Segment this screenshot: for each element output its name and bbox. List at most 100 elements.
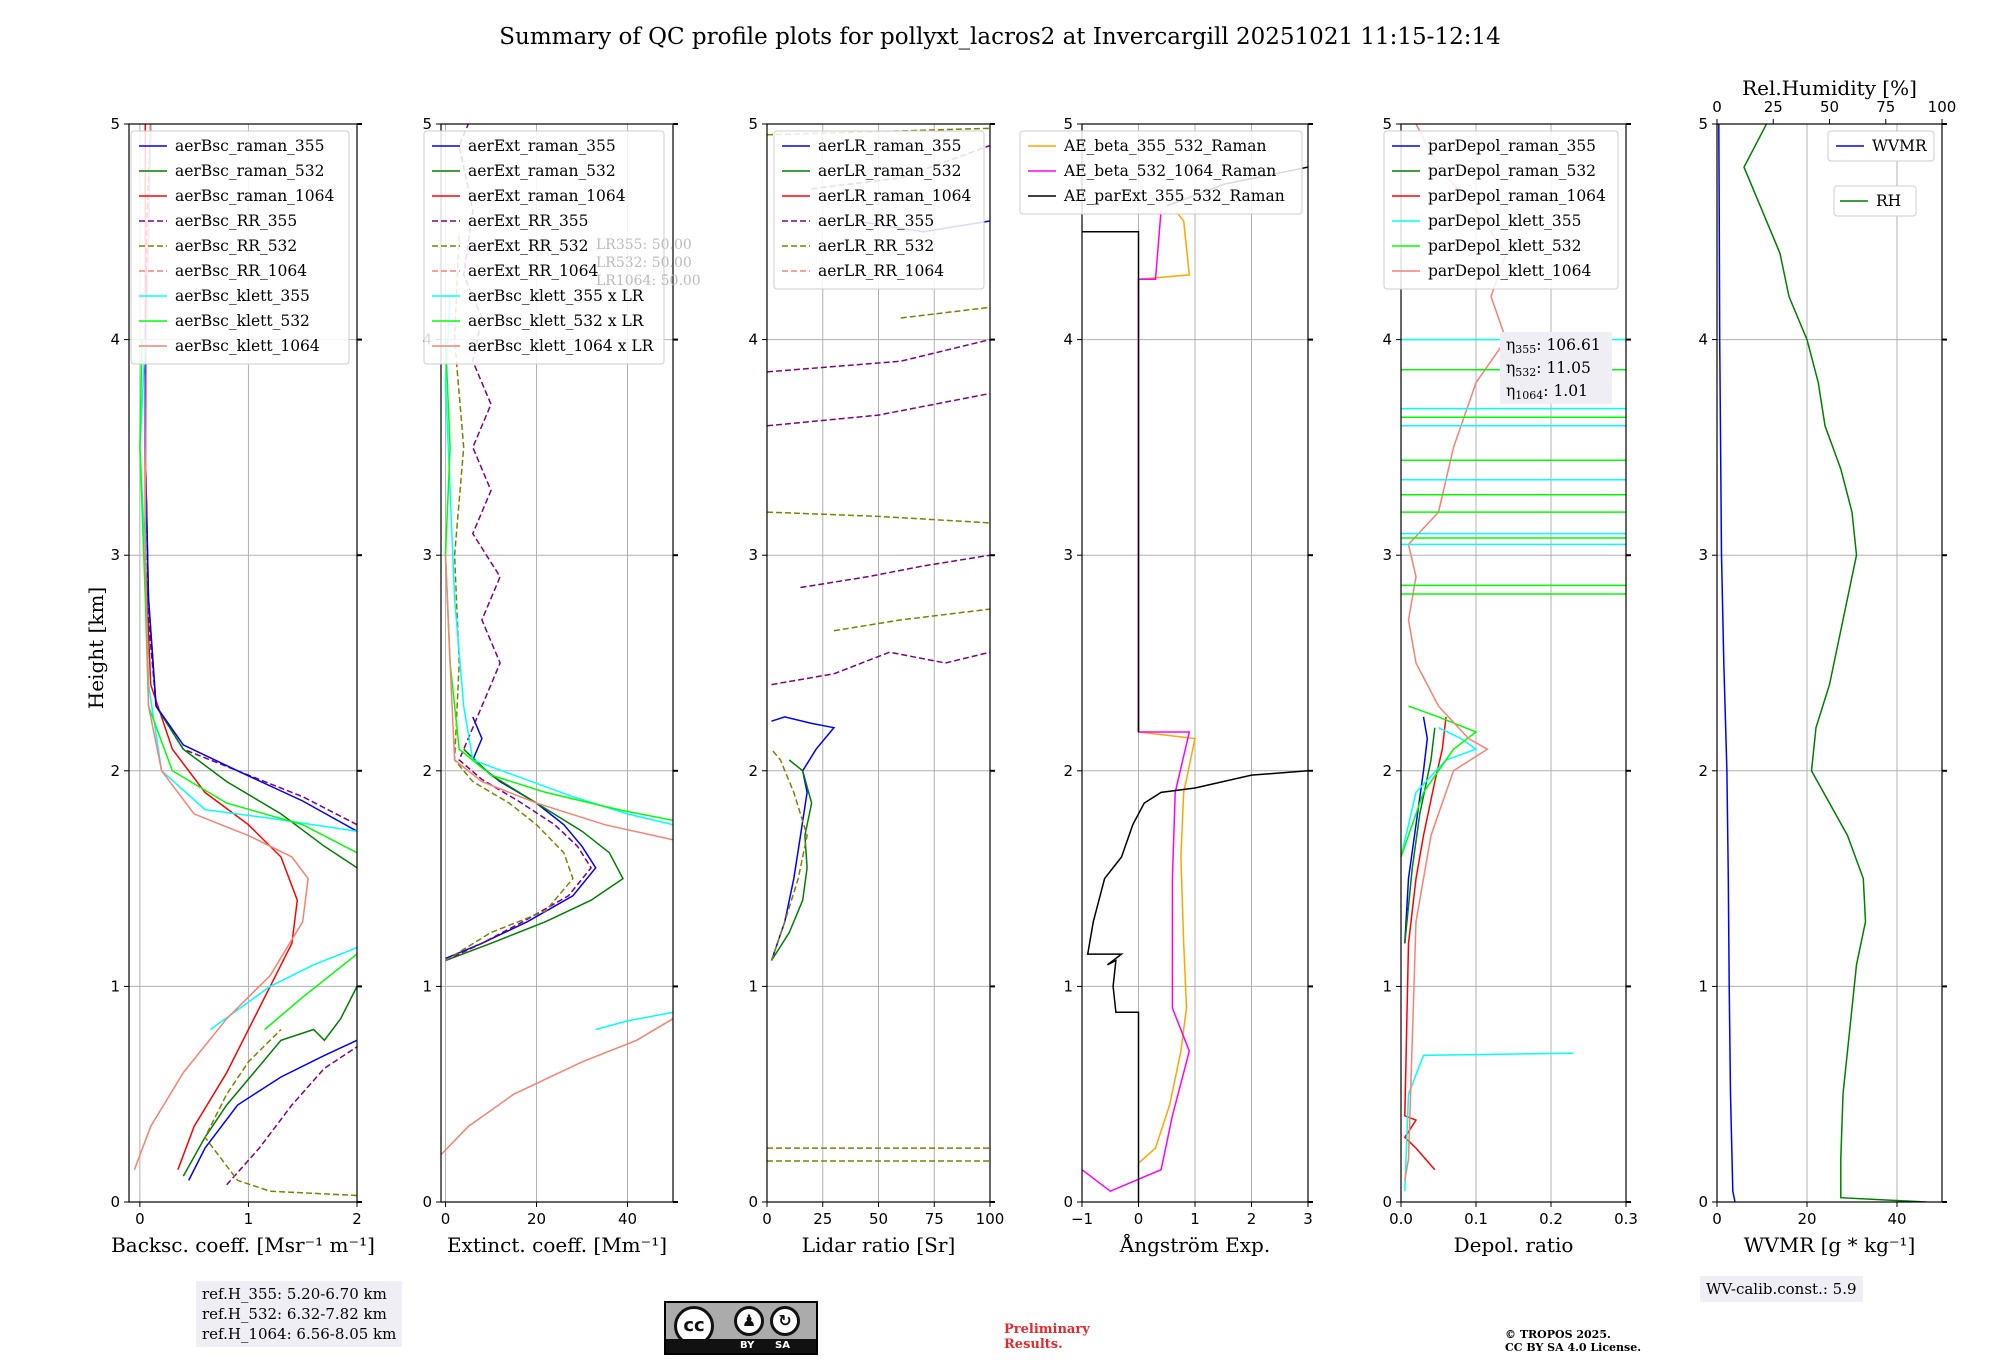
x-tick-label: 25 (813, 1210, 832, 1228)
y-tick-label: 3 (422, 546, 432, 564)
series-line-cyan (595, 1011, 673, 1031)
y-tick-label: 0 (1063, 1193, 1073, 1211)
series-line-black (1086, 770, 1308, 1202)
legend-label: AE_beta_532_1064_Raman (1063, 162, 1276, 180)
panel-frame (1716, 123, 1943, 1203)
x-tick-label: 40 (618, 1210, 637, 1228)
panel-backscatter: 0 1 2 0 1 2 3 4 5 Backsc. coeff. [Msr⁻¹ m⁻¹] aerBs… (110, 115, 374, 1257)
x-axis-label: Ångström Exp. (1119, 1232, 1270, 1257)
x-top-tick-label: 25 (1764, 98, 1783, 116)
series-line-blue (1404, 716, 1429, 944)
x-tick-label: 75 (925, 1210, 944, 1228)
x-tick-label: 3 (1303, 1210, 1313, 1228)
legend-box (130, 130, 350, 365)
legend-label: aerExt_raman_532 (468, 162, 616, 180)
legend-label: aerLR_raman_532 (818, 162, 961, 180)
preliminary-note: Preliminary Results. (1004, 1322, 1090, 1352)
series-line-lime (264, 953, 357, 1031)
panel-frame (1400, 123, 1627, 1203)
legend-label: aerBsc_RR_1064 (175, 262, 307, 280)
series-line-purple (771, 651, 990, 686)
x-tick-label: 0 (762, 1210, 772, 1228)
eta-box (1500, 332, 1612, 404)
x-tick-label: 0 (135, 1210, 145, 1228)
panel-lidar_ratio: 0 25 50 75 100 0 1 2 3 4 5 Lidar ratio [Sr] aerLR_ra… (748, 115, 1004, 1257)
y-tick-label: 0 (748, 1193, 758, 1211)
y-tick-label: 2 (748, 762, 758, 780)
x-tick-label: 2 (352, 1210, 362, 1228)
ref-height-532: ref.H_532: 6.32-7.82 km (202, 1305, 387, 1323)
x-tick-label: 0 (1712, 1210, 1722, 1228)
y-tick-label: 0 (1698, 1193, 1708, 1211)
y-tick-label: 5 (1698, 115, 1708, 133)
series-line-olive (900, 306, 990, 319)
x-tick-label: 0.0 (1389, 1210, 1413, 1228)
series-line-salmon (444, 555, 673, 841)
figure-title: Summary of QC profile plots for pollyxt_… (499, 24, 1500, 50)
legend-label: aerLR_RR_532 (818, 237, 934, 255)
legend-box (773, 130, 985, 290)
legend-box (1019, 130, 1303, 215)
ref-height-box: ref.H_355: 5.20-6.70 km ref.H_532: 6.32-… (196, 1281, 403, 1347)
series-group (1718, 124, 1927, 1202)
legend-label: aerExt_RR_532 (468, 237, 589, 255)
legend-label: aerBsc_klett_1064 x LR (468, 337, 655, 355)
series-line-salmon (441, 1018, 673, 1156)
legend-box-wvmr (1827, 130, 1935, 162)
y-tick-label: 0 (110, 1193, 120, 1211)
y-tick-label: 1 (1063, 977, 1073, 995)
legend-label: parDepol_raman_355 (1428, 137, 1596, 155)
x-tick-label: 40 (1887, 1210, 1906, 1228)
x-tick-label: 0.1 (1464, 1210, 1488, 1228)
x-axis-label: Backsc. coeff. [Msr⁻¹ m⁻¹] (111, 1233, 375, 1257)
y-tick-label: 3 (748, 546, 758, 564)
y-tick-label: 2 (1698, 762, 1708, 780)
panel-frame (440, 123, 674, 1203)
legend-label: aerExt_raman_1064 (468, 187, 626, 205)
y-tick-label: 3 (1063, 546, 1073, 564)
y-tick-label: 1 (1382, 977, 1392, 995)
legend-label: aerBsc_raman_1064 (175, 187, 335, 205)
x-tick-label: 100 (976, 1210, 1005, 1228)
legend-label: AE_beta_355_532_Raman (1063, 137, 1266, 155)
series-line-lime (139, 339, 357, 854)
series-line-olive (770, 748, 808, 961)
series-group (441, 124, 673, 1156)
legend-label: parDepol_klett_1064 (1428, 262, 1591, 280)
lr-note: LR532: 50.00 (596, 255, 692, 271)
legend-label: AE_parExt_355_532_Raman (1063, 187, 1285, 205)
legend-label: aerLR_RR_1064 (818, 262, 944, 280)
legend-label: aerBsc_RR_532 (175, 237, 297, 255)
copyright-line-1: © TROPOS 2025. (1505, 1328, 1611, 1341)
y-tick-label: 4 (748, 331, 758, 349)
series-line-olive (204, 1028, 357, 1197)
legend-label: parDepol_klett_355 (1428, 212, 1581, 230)
series-line-orange (1137, 209, 1196, 1164)
legend-label: aerBsc_RR_355 (175, 212, 297, 230)
x-axis-label: WVMR [g * kg⁻¹] (1744, 1233, 1916, 1257)
y-tick-label: 4 (1698, 331, 1708, 349)
legend-label: aerExt_raman_355 (468, 137, 616, 155)
y-tick-label: 2 (422, 762, 432, 780)
x-top-tick-label: 50 (1820, 98, 1839, 116)
legend-box (1383, 130, 1619, 290)
series-line-rh (1743, 124, 1927, 1202)
series-line-purple (226, 1046, 357, 1186)
y-tick-label: 2 (110, 762, 120, 780)
panel-water_vapor: 0 20 40 0 1 2 3 4 5 WVMR [g * kg⁻¹] 0 25 50 75 100 Rel.… (1698, 76, 1956, 1257)
y-tick-label: 0 (422, 1193, 432, 1211)
legend-label: aerBsc_klett_532 x LR (468, 312, 645, 330)
y-tick-label: 3 (1698, 546, 1708, 564)
y-tick-label: 1 (110, 977, 120, 995)
series-line-olive (445, 231, 574, 962)
panel-frame (128, 123, 358, 1203)
legend-label: parDepol_raman_1064 (1428, 187, 1606, 205)
x-axis-label: Depol. ratio (1454, 1233, 1574, 1257)
lr-note: LR1064: 50.00 (596, 273, 701, 289)
preliminary-line-2: Results. (1004, 1337, 1063, 1352)
legend-label: parDepol_raman_532 (1428, 162, 1596, 180)
legend-label: aerExt_RR_1064 (468, 262, 599, 280)
legend-label: WVMR (1872, 137, 1928, 155)
share-alike-icon: ↻ (770, 1306, 800, 1336)
